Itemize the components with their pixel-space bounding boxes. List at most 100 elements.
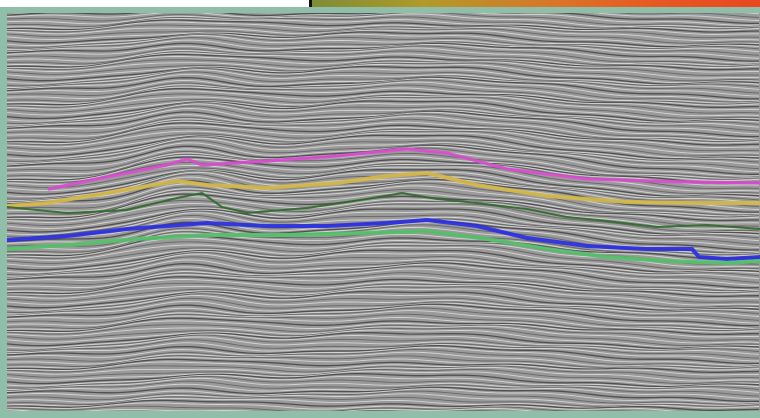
reflector-peak	[7, 95, 760, 117]
reflector-trough	[7, 13, 760, 28]
reflector-peak	[7, 232, 760, 257]
reflector-trough	[7, 50, 760, 67]
reflector-peak	[7, 268, 760, 293]
reflector-trough	[7, 365, 760, 379]
reflector-peak	[7, 196, 760, 224]
reflector-trough	[7, 113, 760, 141]
reflector-trough	[7, 317, 760, 336]
reflector-peak	[7, 35, 760, 53]
reflector-peak	[7, 129, 760, 154]
reflector-peak	[7, 47, 760, 66]
reflector-trough	[7, 349, 760, 367]
reflector-peak	[7, 237, 760, 262]
reflector-trough	[7, 136, 760, 163]
reflector-trough	[7, 290, 760, 311]
reflector-peak	[7, 43, 760, 64]
reflector-trough	[7, 332, 760, 350]
reflector-trough	[7, 293, 760, 315]
reflector-peak	[7, 67, 760, 86]
reflector-trough	[7, 355, 760, 369]
reflector-peak	[7, 305, 760, 328]
reflector-trough	[7, 19, 760, 33]
reflector-trough	[7, 28, 760, 44]
reflector-trough	[7, 84, 760, 105]
reflector-trough	[7, 220, 760, 251]
reflector-peak	[7, 61, 760, 79]
horizon-magenta[interactable]	[47, 147, 760, 191]
reflector-peak	[7, 383, 760, 400]
reflector-peak	[7, 393, 760, 406]
reflector-trough	[7, 358, 760, 373]
reflector-trough	[7, 110, 759, 138]
reflector-peak	[7, 29, 760, 46]
reflector-peak	[7, 205, 760, 234]
reflector-peak	[7, 284, 760, 306]
reflector-peak	[7, 346, 760, 366]
reflector-peak	[7, 69, 760, 90]
reflector-peak	[7, 13, 760, 29]
reflector-trough	[7, 68, 760, 88]
interpreted-horizons[interactable]	[7, 147, 760, 265]
reflector-trough	[7, 399, 760, 411]
reflector-trough	[7, 118, 760, 142]
reflector-peak	[7, 90, 760, 111]
seismic-section-view[interactable]	[7, 13, 760, 411]
horizon-green[interactable]	[7, 229, 760, 265]
reflector-trough	[7, 93, 760, 114]
reflector-peak	[7, 356, 760, 371]
reflector-trough	[7, 105, 760, 132]
reflector-peak	[7, 361, 760, 376]
reflector-peak	[7, 111, 760, 139]
reflector-trough	[7, 244, 760, 270]
reflector-peak	[7, 370, 760, 386]
horizon-yellow[interactable]	[7, 171, 760, 208]
reflector-trough	[7, 265, 760, 292]
reflector-peak	[7, 407, 536, 411]
reflector-trough	[7, 368, 760, 385]
reflector-trough	[7, 100, 760, 123]
reflector-peak	[7, 288, 760, 310]
reflector-trough	[7, 297, 760, 321]
seismic-section-canvas[interactable]	[7, 13, 760, 411]
reflector-trough	[7, 307, 760, 329]
reflector-peak	[7, 170, 760, 198]
reflector-peak	[7, 292, 760, 312]
reflector-trough	[7, 380, 760, 397]
horizon-blue[interactable]	[7, 218, 760, 261]
horizon-darkgreen[interactable]	[7, 192, 760, 230]
reflector-trough	[7, 168, 760, 197]
reflector-trough	[7, 122, 760, 146]
reflector-peak	[7, 333, 760, 350]
reflector-trough	[7, 334, 760, 352]
reflector-trough	[7, 33, 760, 50]
reflector-peak	[7, 115, 760, 142]
reflector-trough	[7, 87, 760, 108]
reflector-trough	[7, 79, 760, 103]
reflector-trough	[7, 42, 759, 62]
reflector-trough	[7, 282, 760, 303]
reflector-peak	[7, 342, 760, 362]
reflector-peak	[7, 137, 760, 166]
reflector-trough	[7, 375, 760, 390]
reflector-trough	[7, 327, 760, 346]
reflector-trough	[7, 203, 760, 232]
reflector-trough	[7, 13, 760, 18]
reflector-peak	[7, 366, 760, 382]
reflector-peak	[7, 64, 760, 84]
reflector-trough	[7, 276, 760, 298]
amplitude-colorbar	[312, 0, 760, 7]
reflector-trough	[7, 165, 760, 194]
reflector-peak	[7, 320, 760, 338]
reflector-peak	[7, 388, 760, 404]
reflector-peak	[7, 209, 760, 236]
reflector-peak	[7, 158, 760, 186]
reflector-peak	[7, 73, 760, 97]
reflector-peak	[7, 81, 760, 104]
reflector-peak	[7, 21, 759, 35]
reflector-trough	[7, 31, 760, 48]
reflector-trough	[7, 102, 760, 125]
reflector-trough	[7, 178, 759, 213]
reflector-peak	[7, 135, 760, 161]
reflector-peak	[7, 336, 760, 355]
reflector-trough	[7, 59, 760, 76]
